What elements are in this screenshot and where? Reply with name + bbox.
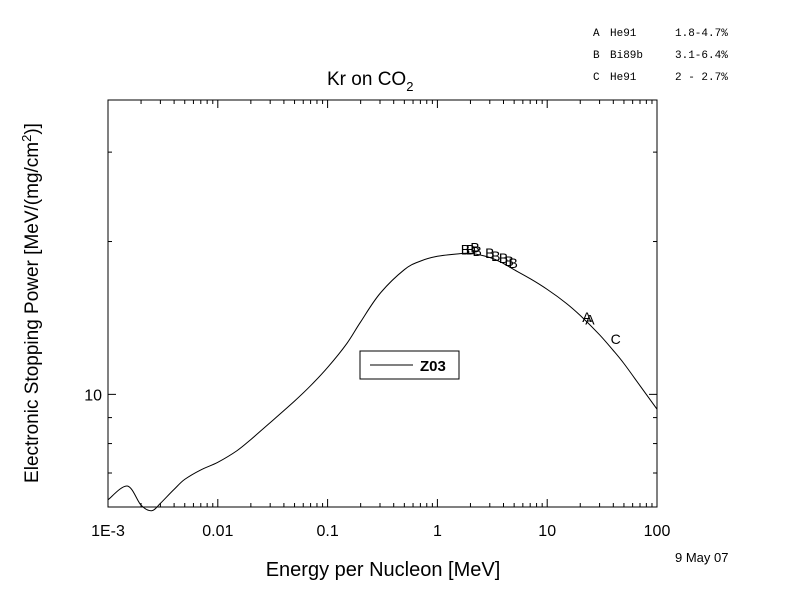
data-point-b: B — [470, 240, 479, 256]
x-tick-label: 100 — [644, 523, 671, 540]
series-line-z03 — [107, 252, 658, 512]
y-tick-label: 10 — [84, 387, 102, 404]
x-axis-ticks: 1E-3 0.01 0.1 1 10 100 — [91, 100, 670, 540]
data-point-b: B — [461, 241, 470, 257]
series-layer — [107, 252, 658, 512]
data-point-a: A — [585, 311, 595, 327]
data-point-b: B — [499, 250, 508, 266]
date-stamp: 9 May 07 — [675, 550, 728, 565]
x-axis-label: Energy per Nucleon [MeV] — [266, 559, 501, 581]
x-tick-label: 1 — [433, 523, 442, 540]
y-axis-ticks: 10 — [84, 151, 657, 508]
data-point-b: B — [485, 245, 494, 261]
data-point-b: B — [504, 253, 513, 269]
y-axis-label: Electronic Stopping Power [MeV/(mg/cm2)] — [19, 123, 43, 483]
data-point-b: B — [491, 248, 500, 264]
x-tick-label: 10 — [538, 523, 556, 540]
chart-title: Kr on CO2 — [327, 69, 413, 94]
data-point-b: B — [472, 243, 481, 259]
source-range: 3.1-6.4% — [675, 50, 728, 62]
data-point-b: B — [509, 255, 518, 271]
source-ref: He91 — [610, 28, 637, 40]
source-ref: Bi89b — [610, 50, 643, 62]
data-source-table: A He91 1.8-4.7% B Bi89b 3.1-6.4% C He91 2 - 2.7% — [593, 28, 728, 84]
legend-entry-label: Z03 — [420, 358, 446, 375]
x-tick-label: 0.01 — [202, 523, 233, 540]
data-point-a: A — [582, 309, 592, 325]
source-ref: He91 — [610, 72, 637, 84]
source-range: 2 - 2.7% — [675, 72, 728, 84]
source-marker: B — [593, 50, 600, 62]
legend: Z03 — [359, 350, 460, 380]
plot-frame — [107, 99, 658, 508]
source-marker: C — [593, 72, 600, 84]
data-point-c: C — [611, 331, 621, 347]
source-range: 1.8-4.7% — [675, 28, 728, 40]
data-point-b: B — [466, 241, 475, 257]
x-tick-label: 0.1 — [316, 523, 338, 540]
source-marker: A — [593, 28, 600, 40]
x-tick-label: 1E-3 — [91, 523, 125, 540]
